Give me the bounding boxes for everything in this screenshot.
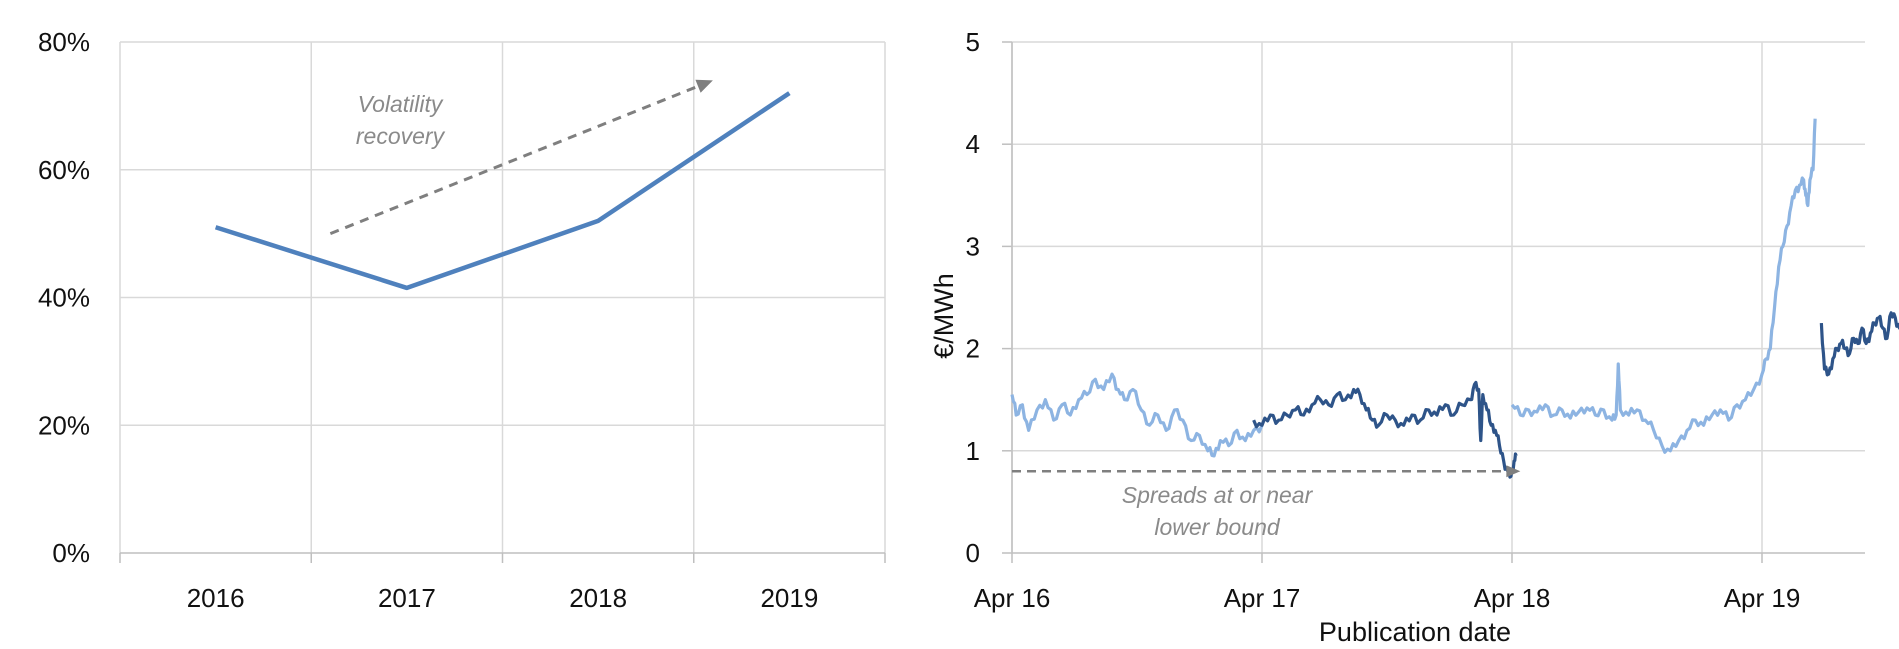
right-y-tick-label: 4 <box>966 129 980 159</box>
right-chart: 0 1 2 3 4 5 Apr 16 Apr 17 Apr 18 Apr 19 <box>966 27 1899 613</box>
right-series-light-line <box>1510 118 1817 454</box>
right-x-axis-title: Publication date <box>1319 617 1511 647</box>
right-x-tick-label: Apr 18 <box>1474 583 1551 613</box>
right-annotation-line-2: lower bound <box>1154 514 1281 540</box>
right-y-tick-label: 0 <box>966 538 980 568</box>
left-y-tick-label: 0% <box>52 538 90 568</box>
left-y-tick-label: 40% <box>38 283 90 313</box>
right-y-tick-label: 5 <box>966 27 980 57</box>
left-chart: 0% 20% 40% 60% 80% 2016 2017 2018 2019 <box>38 27 886 613</box>
left-x-tick-label: 2018 <box>569 583 627 613</box>
right-annotation-arrowhead <box>1506 465 1521 478</box>
right-series-dark-line <box>1819 311 1899 377</box>
left-series-line <box>214 91 791 291</box>
right-y-axis-title: €/MWh <box>929 273 959 359</box>
left-y-tick-label: 60% <box>38 155 90 185</box>
left-annotation-arrow <box>329 83 703 236</box>
left-y-tick-label: 20% <box>38 410 90 440</box>
right-annotation-line-1: Spreads at or near <box>1122 482 1314 508</box>
right-x-tick-label: Apr 19 <box>1724 583 1801 613</box>
left-annotation: Volatility recovery <box>329 79 713 236</box>
left-annotation-line-1: Volatility <box>358 91 444 117</box>
left-x-tick-label: 2019 <box>760 583 818 613</box>
right-series-dark-line <box>1252 380 1518 479</box>
right-series-light-line <box>1010 372 1264 458</box>
left-x-tick-label: 2016 <box>187 583 245 613</box>
right-x-tick-label: Apr 17 <box>1224 583 1301 613</box>
right-y-tick-label: 2 <box>966 334 980 364</box>
right-annotation: Spreads at or near lower bound <box>1012 465 1521 540</box>
left-annotation-line-2: recovery <box>356 123 446 149</box>
left-annotation-arrowhead <box>695 79 713 93</box>
right-y-tick-label: 3 <box>966 231 980 261</box>
right-y-tick-label: 1 <box>966 436 980 466</box>
left-y-tick-label: 80% <box>38 27 90 57</box>
right-x-tick-label: Apr 16 <box>974 583 1051 613</box>
left-x-tick-label: 2017 <box>378 583 436 613</box>
